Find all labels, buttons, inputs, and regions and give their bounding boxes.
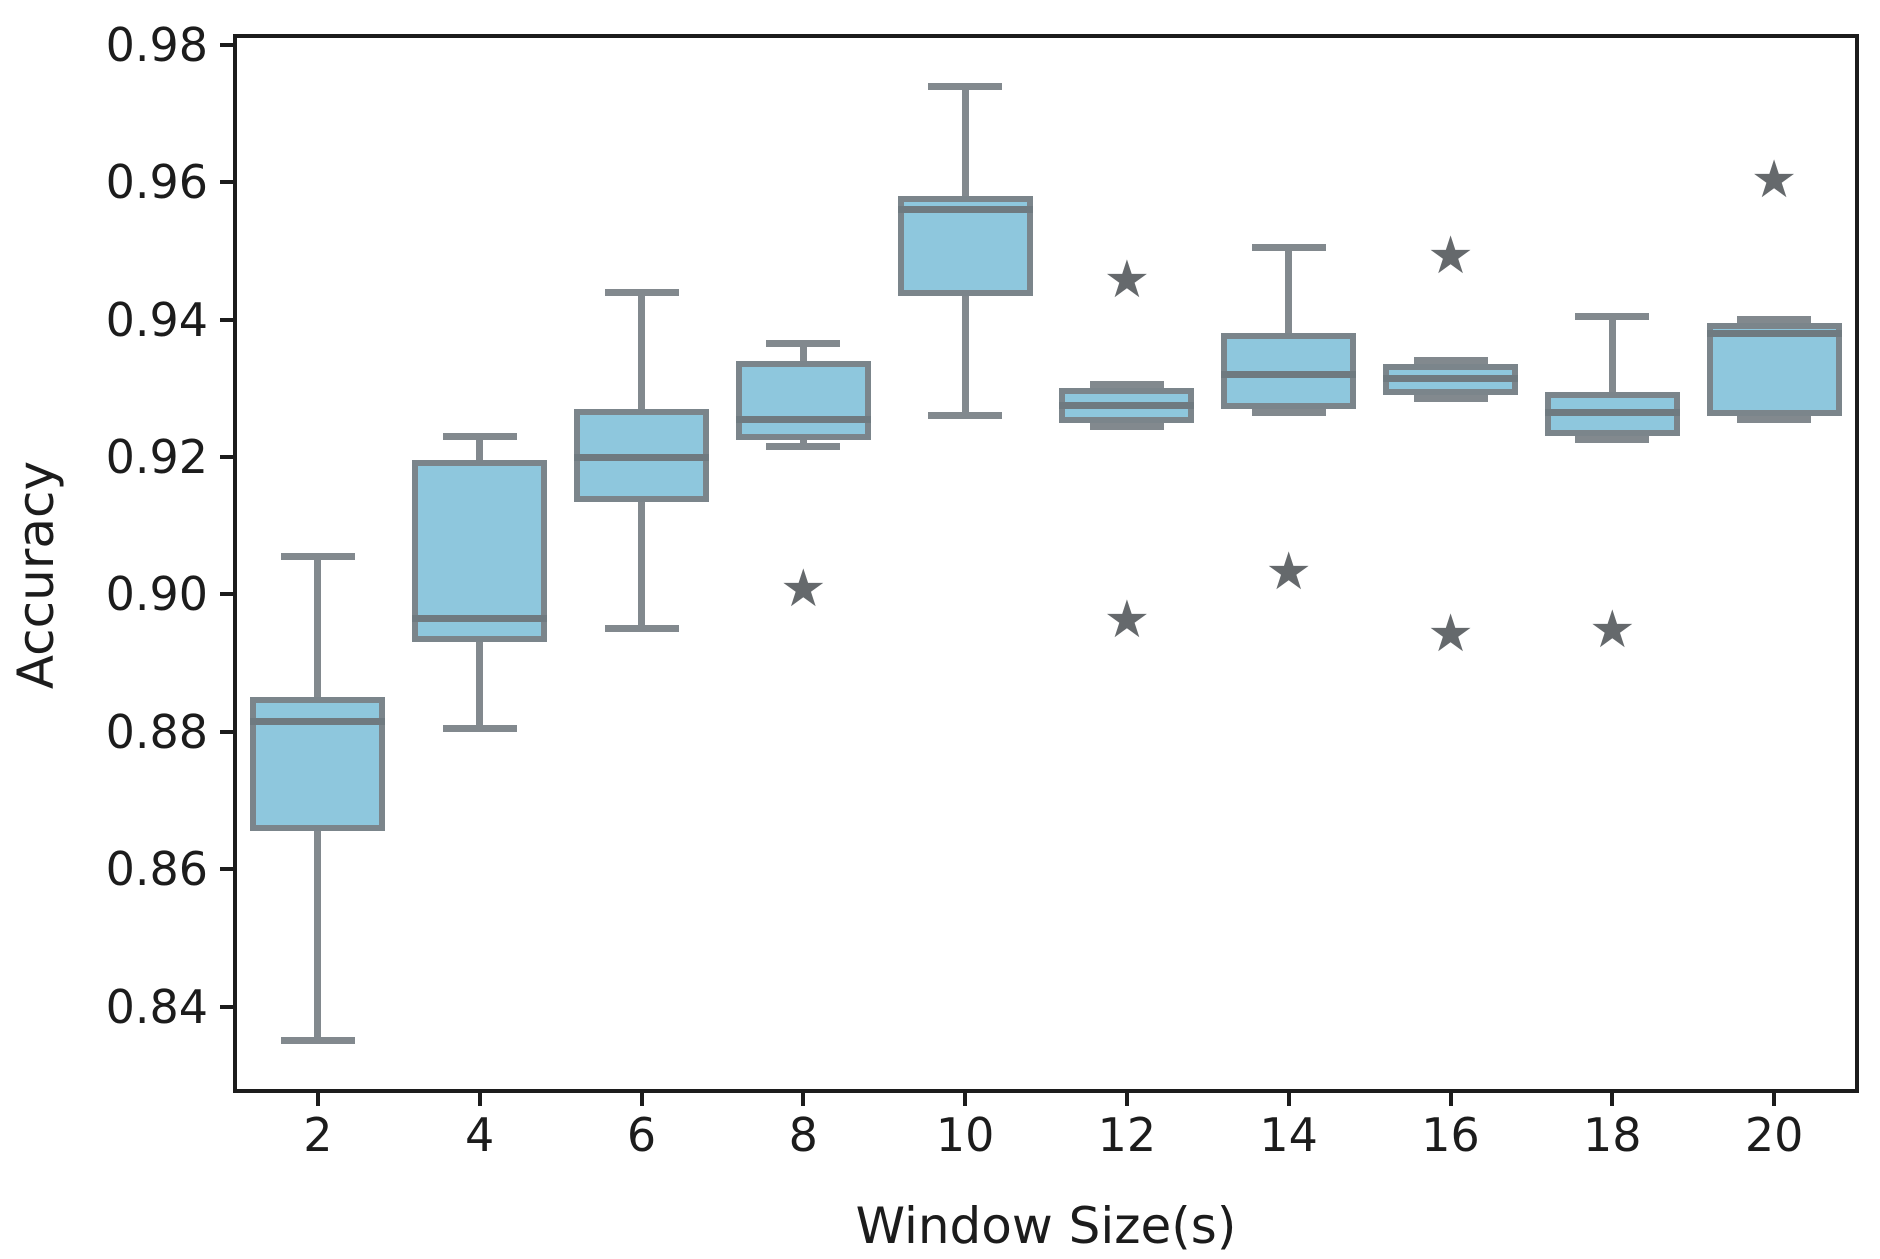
box-iqr [412,460,548,643]
box-whisker-cap-lower [442,724,517,732]
box-iqr [1706,323,1842,416]
x-tick-label: 18 [1583,1108,1642,1162]
x-tick-label: 14 [1259,1108,1318,1162]
box-whisker-cap-upper [604,288,679,296]
box-whisker-cap-lower [1575,436,1650,444]
box-whisker-upper [1285,247,1293,334]
y-tick-label: 0.96 [105,155,208,210]
y-axis-title: Accuracy [7,460,65,690]
box-whisker-lower [476,642,484,729]
y-tick [220,867,233,872]
box-median [250,717,386,725]
outlier-star: ★ [1103,249,1151,310]
outlier-star: ★ [1427,603,1474,664]
outlier-star: ★ [1750,150,1798,211]
x-tick [1286,1093,1291,1106]
box-median [1059,402,1195,409]
x-tick [639,1093,644,1106]
x-tick [477,1093,482,1106]
box-whisker-lower [638,501,645,629]
x-tick-label: 4 [465,1108,495,1162]
box-whisker-cap-lower [280,1037,355,1045]
box-whisker-cap-lower [1251,408,1326,416]
x-tick-label: 16 [1421,1108,1480,1162]
box-whisker-cap-lower [928,412,1003,420]
y-tick-label: 0.90 [105,567,208,622]
box-whisker-cap-upper [1413,357,1488,365]
x-tick-label: 20 [1744,1108,1804,1162]
y-tick-label: 0.86 [105,842,208,897]
x-tick [315,1093,320,1106]
box-whisker-cap-upper [1089,381,1164,389]
x-tick [1772,1093,1777,1106]
outlier-star: ★ [1588,600,1636,661]
x-tick [801,1093,806,1106]
box-whisker-cap-lower [1737,415,1812,423]
box-median [735,415,871,423]
box-whisker-cap-upper [1251,244,1326,251]
y-tick-label: 0.94 [105,292,208,347]
box-whisker-upper [638,292,645,409]
y-tick-label: 0.98 [105,17,208,72]
box-whisker-cap-upper [928,82,1003,90]
box-whisker-upper [961,86,969,196]
x-tick-label: 12 [1097,1108,1157,1162]
box-median [1383,374,1518,382]
box-median [412,614,548,622]
box-whisker-upper [1608,316,1616,392]
y-tick-label: 0.84 [105,979,208,1034]
box-whisker-lower [314,831,322,1041]
x-tick [1610,1093,1615,1106]
x-tick [1448,1093,1453,1106]
box-whisker-cap-upper [442,432,517,440]
x-tick [1124,1093,1129,1106]
x-tick-label: 6 [626,1108,657,1162]
box-whisker-cap-upper [280,553,355,561]
outlier-star: ★ [1427,225,1474,286]
x-axis-title: Window Size(s) [855,1197,1237,1255]
box-whisker-cap-lower [766,443,841,451]
box-median [897,206,1033,214]
box-median [1544,408,1680,416]
y-tick [220,1004,233,1009]
y-tick [220,180,233,185]
outlier-star: ★ [779,558,827,619]
box-whisker-cap-upper [1737,316,1812,324]
box-iqr [735,360,871,440]
x-tick-label: 8 [788,1108,818,1162]
box-whisker-cap-lower [604,625,679,633]
box-whisker-lower [961,295,969,416]
box-whisker-cap-lower [1089,422,1164,430]
outlier-star: ★ [1103,589,1151,650]
box-whisker-upper [314,556,322,698]
x-tick-label: 10 [935,1108,995,1162]
y-tick [220,455,233,460]
box-median [1706,329,1842,337]
x-tick-label: 2 [303,1108,333,1162]
y-tick [220,729,233,734]
y-tick [220,317,233,322]
box-median [574,453,709,461]
y-tick [220,42,233,47]
x-tick [963,1093,968,1106]
box-whisker-cap-lower [1413,395,1488,403]
box-whisker-cap-upper [766,340,841,348]
box-median [1221,371,1357,379]
y-tick-label: 0.88 [105,704,208,759]
box-whisker-upper [476,436,484,461]
box-whisker-upper [799,343,807,361]
outlier-star: ★ [1265,541,1312,602]
y-tick [220,592,233,597]
box-whisker-cap-upper [1575,312,1650,320]
y-tick-label: 0.92 [105,430,208,485]
